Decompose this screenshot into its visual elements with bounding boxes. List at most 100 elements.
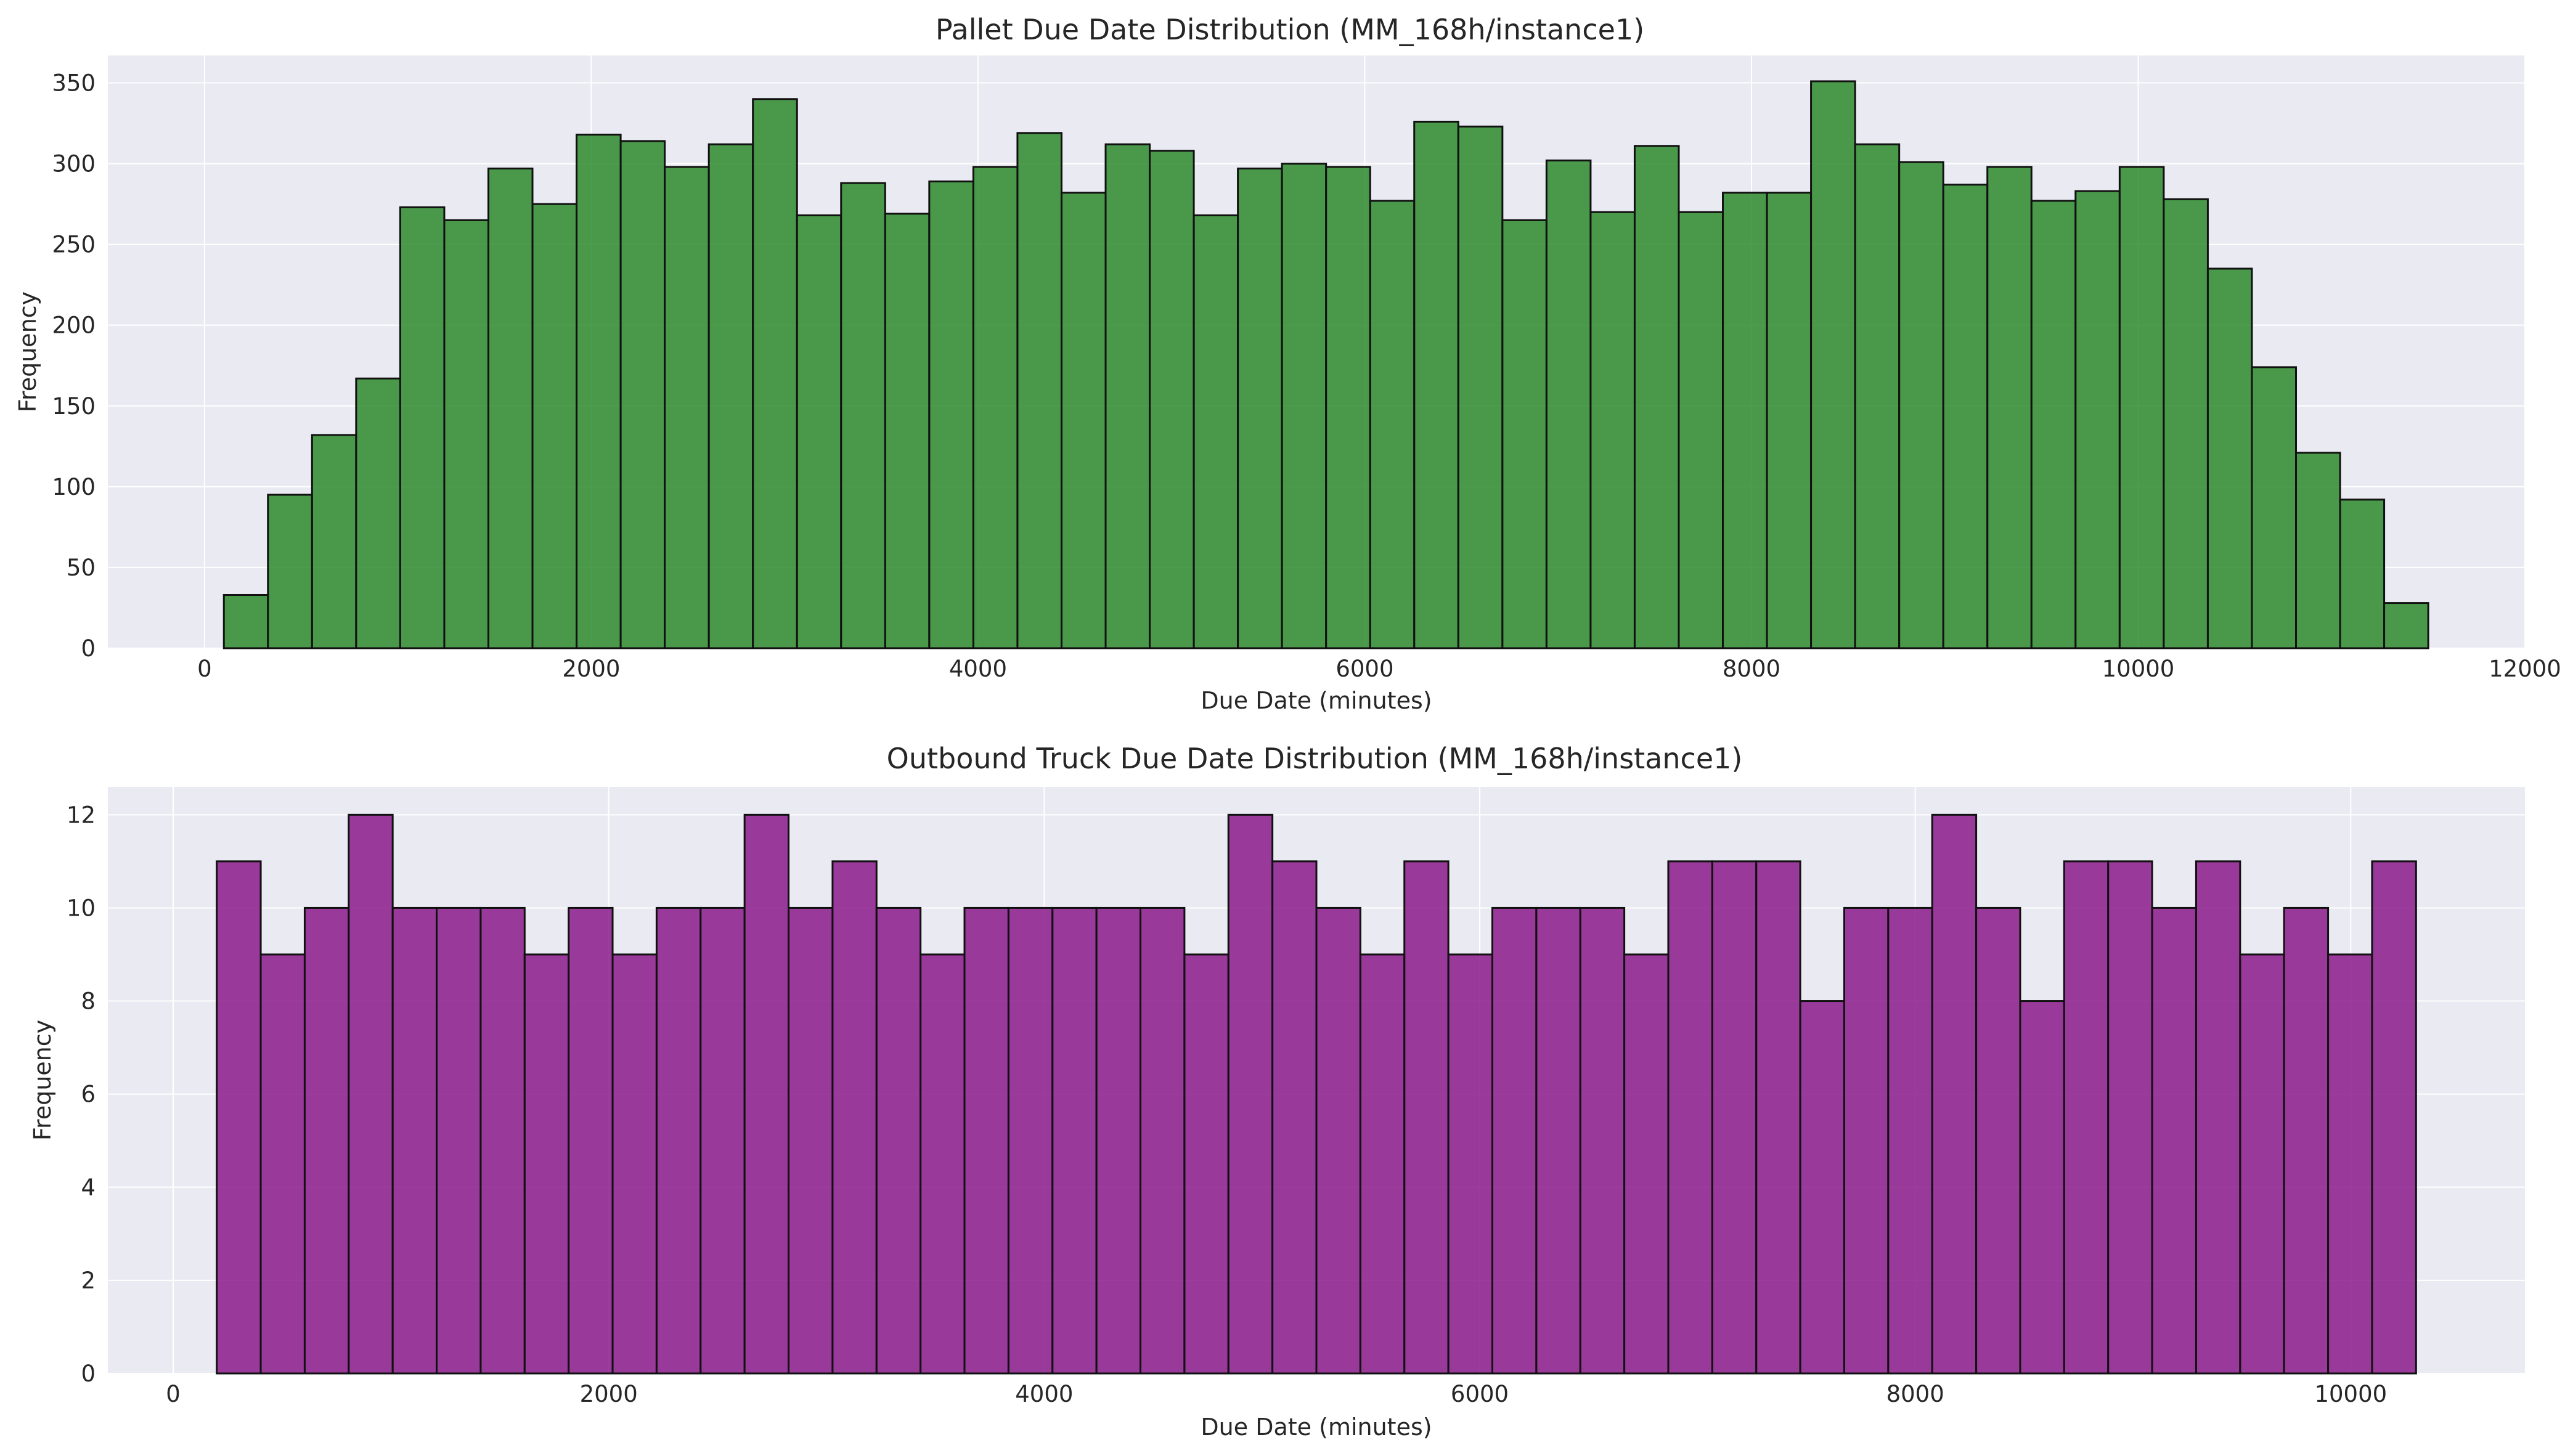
truck-y-tick-label: 2 bbox=[81, 1267, 96, 1294]
pallet-bar bbox=[1193, 214, 1239, 649]
pallet-bar bbox=[1457, 125, 1504, 649]
pallet-bar bbox=[267, 494, 313, 649]
truck-bar bbox=[1403, 860, 1450, 1375]
pallet-histogram: Pallet Due Date Distribution (MM_168h/in… bbox=[14, 13, 2561, 714]
truck-bar bbox=[1271, 860, 1318, 1375]
truck-bar bbox=[963, 906, 1009, 1375]
truck-bar bbox=[391, 906, 438, 1375]
pallet-y-tick-label: 150 bbox=[52, 393, 96, 420]
truck-bar bbox=[216, 860, 262, 1375]
truck-bar bbox=[1315, 906, 1361, 1375]
truck-bar bbox=[1931, 813, 1978, 1375]
pallet-bar bbox=[2295, 452, 2341, 649]
truck-bar bbox=[1140, 906, 1186, 1375]
truck-bar bbox=[920, 953, 966, 1375]
pallet-bar bbox=[1060, 192, 1107, 649]
truck-bar bbox=[568, 906, 614, 1375]
pallet-bar bbox=[664, 166, 710, 649]
pallet-x-ticks: 0 2000 4000 6000 8000 10000 12000 bbox=[197, 656, 2561, 682]
pallet-bar bbox=[2206, 267, 2253, 649]
pallet-bar bbox=[487, 167, 534, 649]
pallet-bar bbox=[2118, 166, 2165, 649]
truck-y-ticks: 0 2 4 6 8 10 12 bbox=[67, 802, 96, 1387]
truck-y-tick-label: 8 bbox=[81, 988, 96, 1015]
truck-bar bbox=[2195, 860, 2241, 1375]
pallet-bar bbox=[1104, 143, 1151, 649]
truck-x-ticks: 0 2000 4000 6000 8000 10000 bbox=[166, 1381, 2387, 1407]
truck-bar bbox=[2283, 906, 2330, 1375]
pallet-x-tick-label: 2000 bbox=[562, 656, 620, 682]
pallet-bar bbox=[2339, 498, 2386, 649]
pallet-bar bbox=[1898, 161, 1944, 649]
truck-bar bbox=[303, 906, 350, 1375]
pallet-bar bbox=[1369, 200, 1416, 649]
truck-bar bbox=[1755, 860, 1801, 1375]
truck-bar bbox=[2371, 860, 2417, 1375]
truck-bar bbox=[788, 906, 834, 1375]
pallet-y-tick-label: 250 bbox=[52, 232, 96, 258]
pallet-bar bbox=[752, 98, 798, 649]
pallet-bar bbox=[2030, 200, 2077, 649]
pallet-x-axis-label: Due Date (minutes) bbox=[1201, 687, 1432, 714]
truck-bar bbox=[1579, 906, 1626, 1375]
pallet-bar bbox=[928, 180, 974, 649]
truck-bar bbox=[1491, 906, 1538, 1375]
pallet-x-tick-label: 8000 bbox=[1723, 656, 1780, 682]
pallet-bar bbox=[884, 213, 931, 649]
pallet-y-tick-label: 350 bbox=[52, 70, 96, 97]
pallet-y-tick-label: 50 bbox=[67, 555, 96, 581]
pallet-bar bbox=[840, 182, 886, 649]
truck-bar bbox=[1535, 906, 1581, 1375]
pallet-bar bbox=[972, 166, 1019, 649]
truck-bar bbox=[436, 906, 482, 1375]
truck-bar bbox=[1887, 906, 1933, 1375]
truck-y-tick-label: 6 bbox=[81, 1081, 96, 1108]
truck-bar bbox=[2107, 860, 2153, 1375]
pallet-bar bbox=[1766, 192, 1813, 649]
pallet-x-tick-label: 6000 bbox=[1336, 656, 1393, 682]
truck-bar bbox=[1711, 860, 1758, 1375]
pallet-y-tick-label: 300 bbox=[52, 151, 96, 177]
truck-bar bbox=[2019, 1000, 2065, 1375]
pallet-bar bbox=[1810, 80, 1856, 649]
truck-x-tick-label: 6000 bbox=[1451, 1381, 1509, 1407]
pallet-bar bbox=[531, 203, 578, 649]
pallet-chart-title: Pallet Due Date Distribution (MM_168h/in… bbox=[936, 13, 1644, 46]
pallet-bar bbox=[1501, 219, 1548, 649]
truck-bar bbox=[1667, 860, 1713, 1375]
truck-bar bbox=[2239, 953, 2285, 1375]
truck-bar bbox=[655, 906, 702, 1375]
pallet-y-tick-label: 200 bbox=[52, 312, 96, 339]
pallet-bar bbox=[1413, 120, 1459, 649]
truck-bar bbox=[1095, 906, 1142, 1375]
truck-y-tick-label: 10 bbox=[67, 895, 96, 921]
truck-bar bbox=[1623, 953, 1670, 1375]
truck-bar bbox=[2063, 860, 2110, 1375]
truck-bar bbox=[2151, 906, 2197, 1375]
pallet-bar bbox=[355, 377, 401, 649]
pallet-x-tick-label: 4000 bbox=[949, 656, 1007, 682]
truck-x-tick-label: 10000 bbox=[2314, 1381, 2387, 1407]
truck-chart-title: Outbound Truck Due Date Distribution (MM… bbox=[887, 742, 1743, 775]
pallet-x-tick-label: 10000 bbox=[2102, 656, 2175, 682]
truck-x-tick-label: 8000 bbox=[1886, 1381, 1944, 1407]
truck-y-tick-label: 12 bbox=[67, 802, 96, 828]
pallet-y-tick-label: 0 bbox=[81, 635, 96, 662]
pallet-bars bbox=[222, 80, 2429, 649]
pallet-y-ticks: 0 50 100 150 200 250 300 350 bbox=[52, 70, 96, 662]
pallet-bar bbox=[2074, 190, 2121, 649]
pallet-bar bbox=[1149, 150, 1195, 649]
truck-bar bbox=[1227, 813, 1274, 1375]
pallet-bar bbox=[1854, 143, 1901, 649]
truck-bar bbox=[611, 953, 658, 1375]
pallet-y-axis-label: Frequency bbox=[14, 291, 41, 412]
pallet-bar bbox=[1589, 211, 1636, 649]
truck-bar bbox=[1799, 1000, 1845, 1375]
pallet-bar bbox=[2163, 198, 2209, 649]
pallet-bar bbox=[311, 434, 357, 649]
truck-bar bbox=[259, 953, 306, 1375]
pallet-bar bbox=[619, 140, 666, 649]
pallet-bar bbox=[2251, 366, 2298, 649]
pallet-bar bbox=[1986, 166, 2033, 649]
